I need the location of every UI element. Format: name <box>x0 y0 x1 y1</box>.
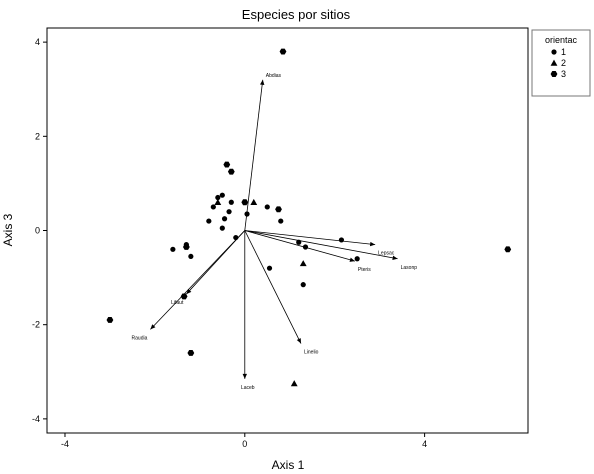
vector-label: Raudia <box>132 335 148 341</box>
vector-label: Pteris <box>358 267 371 273</box>
data-point-series-1 <box>266 265 273 271</box>
data-point-series-2 <box>214 198 222 205</box>
vector-arrowhead <box>260 79 265 86</box>
data-point-series-2 <box>290 380 298 387</box>
vector-label: Laceb <box>241 385 255 391</box>
legend: orientac 123 <box>531 29 591 97</box>
legend-box <box>531 29 591 97</box>
x-axis-label: Axis 1 <box>272 458 305 472</box>
legend-label: 1 <box>561 47 566 57</box>
x-tick-label: 0 <box>242 439 247 449</box>
y-tick-label: -4 <box>32 414 40 424</box>
chart-title: Especies por sitios <box>242 7 351 22</box>
data-point-series-1 <box>296 239 302 245</box>
data-point-series-1 <box>278 218 284 224</box>
y-axis-label: Axis 3 <box>1 213 15 246</box>
data-point-series-1 <box>206 218 212 224</box>
plot-frame <box>46 27 529 434</box>
data-point-series-3 <box>275 206 282 213</box>
vector-arrowhead <box>369 241 376 247</box>
data-point-series-1 <box>302 244 309 250</box>
vector-label: Linelio <box>304 350 319 356</box>
vector-arrowhead <box>186 288 192 295</box>
vector-arrowhead <box>296 338 301 344</box>
legend-items: 123 <box>550 47 566 79</box>
legend-marker-1 <box>551 49 557 55</box>
data-point-series-1 <box>264 204 270 210</box>
data-point-series-1 <box>338 237 345 243</box>
y-tick-label: -2 <box>32 320 40 330</box>
data-point-series-1 <box>300 282 306 288</box>
legend-label: 2 <box>561 58 566 68</box>
legend-marker-2 <box>550 59 558 66</box>
data-points <box>106 48 512 387</box>
data-point-series-3 <box>180 293 188 300</box>
data-point-series-3 <box>187 350 195 356</box>
data-point-series-1 <box>244 211 250 217</box>
y-tick-label: 0 <box>35 226 40 236</box>
vectors: Abdias Lepsac Lasonp Pteris Lifaut Raudia Lace… <box>132 73 418 391</box>
vector-line <box>150 230 246 330</box>
data-point-series-1 <box>233 234 239 241</box>
x-tick-label: 4 <box>422 439 427 449</box>
data-point-series-2 <box>250 198 258 205</box>
legend-label: 3 <box>561 69 566 79</box>
vector-line <box>244 79 264 231</box>
axis-ticks: -4 0 4 -4 -2 0 2 4 <box>32 37 427 449</box>
y-tick-label: 2 <box>35 131 40 141</box>
data-point-series-1 <box>354 256 360 262</box>
vector-label: Abdias <box>266 73 282 79</box>
vector-arrowhead <box>392 255 398 261</box>
vector-label: Lasonp <box>401 265 418 271</box>
y-tick-label: 4 <box>35 37 40 47</box>
data-point-series-2 <box>299 260 307 267</box>
vector-label: Lifaut <box>171 300 184 306</box>
vector-arrowhead <box>349 257 355 262</box>
data-point-series-1 <box>170 246 176 252</box>
data-point-series-3 <box>241 199 249 206</box>
legend-title: orientac <box>545 35 578 45</box>
vector-label: Lepsac <box>378 251 395 257</box>
data-point-series-1 <box>228 199 234 205</box>
vector-line <box>244 230 398 260</box>
data-point-series-3 <box>106 317 114 323</box>
x-tick-label: -4 <box>61 439 69 449</box>
data-point-series-3 <box>279 48 287 55</box>
legend-marker-3 <box>550 71 558 77</box>
data-point-series-3 <box>182 244 190 250</box>
data-point-series-1 <box>215 194 221 201</box>
vector-line <box>244 230 356 262</box>
data-point-series-1 <box>188 253 194 260</box>
data-point-series-3 <box>223 161 231 168</box>
data-point-series-3 <box>227 168 235 175</box>
vector-arrowhead <box>242 373 247 379</box>
data-point-series-1 <box>219 225 225 231</box>
vector-arrowhead <box>150 324 156 330</box>
data-point-series-1 <box>221 216 228 222</box>
data-point-series-1 <box>210 204 216 210</box>
vector-line <box>244 230 302 344</box>
data-point-series-1 <box>219 192 225 198</box>
data-point-series-1 <box>226 209 232 215</box>
vector-line <box>244 230 376 246</box>
data-point-series-3 <box>504 246 512 253</box>
